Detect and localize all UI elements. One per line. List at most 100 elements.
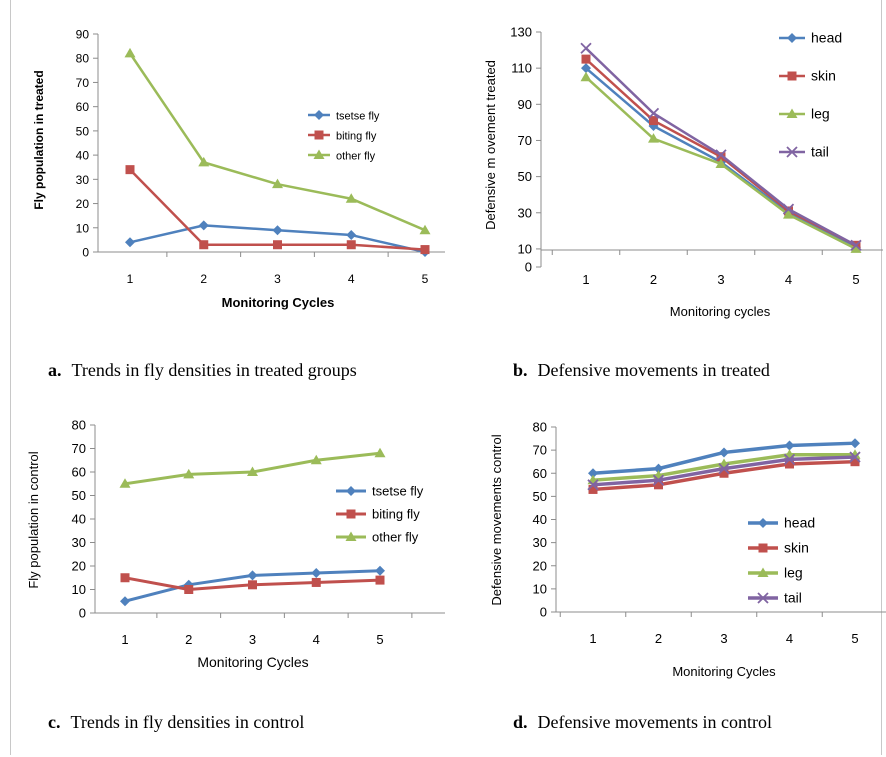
caption-c: c. Trends in fly densities in control (48, 712, 304, 733)
y-tick-label: 60 (76, 100, 90, 114)
y-tick-label: 20 (533, 558, 547, 573)
x-tick-label: 1 (582, 272, 589, 287)
y-tick-label: 50 (533, 489, 547, 504)
legend-label: leg (811, 106, 830, 122)
caption-b: b. Defensive movements in treated (513, 360, 770, 381)
y-tick-label: 70 (533, 443, 547, 458)
legend-label: skin (784, 540, 809, 556)
x-tick-label: 2 (185, 632, 192, 647)
legend-marker (786, 146, 798, 158)
x-tick-label: 1 (121, 632, 128, 647)
legend: tsetse fly biting fly other fly (336, 484, 424, 545)
y-tick-label: 130 (510, 25, 532, 40)
data-point (346, 230, 357, 241)
x-tick-label: 5 (852, 272, 859, 287)
data-point (119, 478, 131, 488)
series-biting-fly (120, 573, 385, 594)
series-other-fly (124, 47, 431, 235)
y-tick-label: 10 (72, 582, 86, 597)
data-point (124, 47, 136, 58)
data-point (345, 193, 357, 203)
y-tick-label: 10 (76, 221, 90, 235)
y-axis-title: Defensive m ovement treated (483, 60, 498, 230)
chart-a-svg: 0 10 20 30 40 50 60 70 80 90 1 2 3 4 5 Fly population i… (32, 28, 445, 310)
y-tick-label: 50 (72, 488, 86, 503)
data-point (125, 165, 135, 175)
data-point (850, 457, 860, 467)
y-tick-label: 80 (72, 418, 86, 433)
data-point (120, 573, 130, 583)
data-point (581, 54, 591, 64)
x-tick-label: 3 (720, 631, 727, 646)
series-other-fly (119, 447, 386, 488)
series-head (588, 438, 860, 479)
chart-panel-b: 0 10 30 50 70 90 110 130 1 2 3 4 5 Defensive m ovemen… (443, 0, 886, 345)
legend: tsetse fly biting fly other fly (308, 110, 380, 163)
data-point (310, 454, 322, 465)
legend-marker (314, 130, 324, 140)
caption-d: d. Defensive movements in control (513, 712, 772, 733)
x-tick-label: 4 (313, 632, 320, 647)
y-tick-label: 80 (533, 420, 547, 435)
x-tick-label: 2 (200, 272, 207, 286)
caption-d-letter: d. (513, 712, 528, 732)
legend-label: other fly (336, 151, 376, 163)
data-point (199, 240, 209, 250)
y-tick-label: 40 (533, 512, 547, 527)
caption-c-text: Trends in fly densities in control (70, 712, 305, 732)
data-point (580, 71, 592, 82)
x-tick-label: 2 (650, 272, 657, 287)
y-tick-label: 30 (72, 535, 86, 550)
data-point (785, 459, 794, 469)
data-point (272, 178, 283, 189)
y-tick-label: 10 (533, 581, 547, 596)
data-point (374, 447, 386, 458)
chart-panel-c: 0 10 20 30 40 50 60 70 80 1 2 3 4 5 Fly population in … (0, 405, 445, 705)
legend-label: biting fly (336, 131, 377, 143)
series-tail (587, 451, 861, 491)
data-point (125, 237, 135, 248)
legend-marker (786, 108, 798, 118)
legend-label: tail (811, 144, 829, 160)
y-tick-label: 0 (82, 246, 89, 260)
data-point (654, 480, 663, 490)
data-point (718, 462, 730, 475)
series-leg (580, 71, 862, 253)
data-point (782, 203, 795, 215)
data-point (783, 453, 796, 466)
legend: head skin leg tail (748, 515, 815, 606)
data-point (346, 240, 356, 250)
data-point (649, 116, 658, 126)
data-point (587, 479, 599, 491)
data-point (652, 474, 665, 486)
x-axis-title: Monitoring Cycles (672, 664, 776, 679)
y-tick-label: 20 (76, 197, 90, 211)
y-tick-label: 70 (518, 133, 532, 148)
y-tick-label: 60 (72, 465, 86, 480)
data-point (419, 224, 431, 235)
x-tick-label: 1 (127, 272, 134, 286)
data-point (247, 570, 258, 581)
data-point (784, 440, 795, 451)
data-point (715, 158, 727, 168)
data-point (247, 466, 258, 476)
data-point (719, 447, 729, 458)
x-tick-label: 4 (348, 272, 355, 286)
data-point (311, 577, 321, 587)
legend-marker (787, 33, 797, 43)
legend-marker (346, 509, 356, 519)
data-point (183, 468, 195, 479)
y-tick-label: 80 (76, 52, 90, 66)
data-point (273, 240, 282, 250)
x-tick-label: 2 (655, 631, 662, 646)
x-tick-label: 4 (785, 272, 792, 287)
caption-a: a. Trends in fly densities in treated gro… (48, 360, 357, 381)
data-point (715, 149, 727, 161)
legend-label: head (811, 30, 842, 46)
data-point (248, 580, 257, 590)
data-point (375, 565, 385, 576)
legend-marker (345, 531, 357, 541)
x-tick-label: 5 (851, 631, 858, 646)
legend-marker (758, 543, 768, 553)
data-point (648, 133, 659, 143)
